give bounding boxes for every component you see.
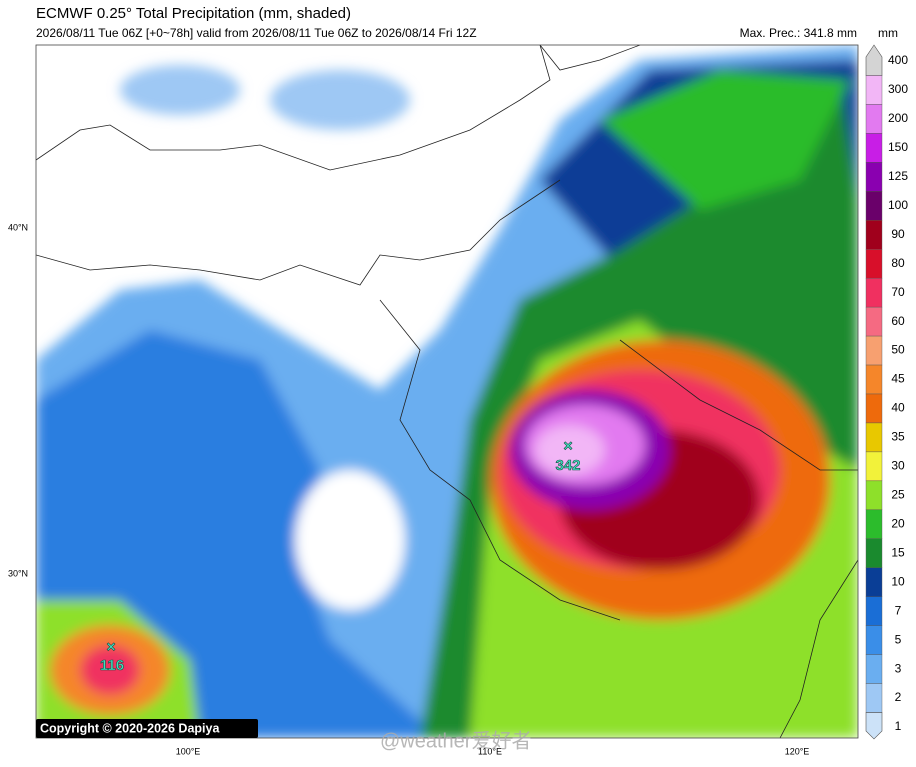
- map: [36, 45, 858, 738]
- colorbar-label: 5: [895, 632, 902, 646]
- colorbar-label: 60: [891, 314, 905, 328]
- colorbar-label: 50: [891, 343, 905, 357]
- colorbar-band: [865, 393, 883, 424]
- colorbar-label: 45: [891, 372, 905, 386]
- colorbar-band: [865, 422, 883, 453]
- colorbar-band: [865, 480, 883, 511]
- colorbar-band: [865, 249, 883, 279]
- colorbar-band: [865, 162, 883, 192]
- colorbar-band: [865, 75, 883, 105]
- colorbar-label: 70: [891, 285, 905, 299]
- colorbar: 4003002001501251009080706050454035302520…: [865, 44, 908, 740]
- colorbar-label: 3: [895, 661, 902, 675]
- lon-label: 110°E: [478, 746, 502, 756]
- colorbar-label: 1: [895, 719, 902, 733]
- max-precipitation: Max. Prec.: 341.8 mm: [740, 26, 857, 40]
- colorbar-band: [865, 567, 883, 597]
- subtitle: 2026/08/11 Tue 06Z [+0~78h] valid from 2…: [36, 26, 477, 40]
- colorbar-label: 10: [891, 574, 905, 588]
- colorbar-band: [865, 133, 883, 163]
- colorbar-band: [865, 451, 883, 482]
- marker-cross: ×: [106, 639, 115, 656]
- colorbar-band: [865, 191, 883, 221]
- colorbar-label: 30: [891, 459, 905, 473]
- colorbar-band: [865, 683, 883, 713]
- title: ECMWF 0.25° Total Precipitation (mm, sha…: [36, 5, 351, 22]
- colorbar-label: 15: [891, 545, 905, 559]
- colorbar-label: 40: [891, 401, 905, 415]
- colorbar-label: 25: [891, 488, 905, 502]
- colorbar-label: 300: [888, 82, 908, 96]
- max-marker: × 342: [555, 438, 581, 474]
- colorbar-band: [865, 596, 883, 626]
- colorbar-band: [865, 335, 883, 366]
- precip-field: [36, 45, 858, 738]
- colorbar-label: 400: [888, 53, 908, 67]
- colorbar-label: 150: [888, 140, 908, 154]
- lat-label: 40°N: [8, 222, 28, 232]
- local-max-marker: × 116: [100, 639, 125, 674]
- colorbar-label: 200: [888, 111, 908, 125]
- colorbar-unit: mm: [878, 26, 898, 40]
- colorbar-label: 2: [895, 690, 902, 704]
- colorbar-band: [865, 306, 883, 337]
- colorbar-cap: [865, 44, 883, 76]
- colorbar-band: [865, 509, 883, 539]
- colorbar-band: [865, 104, 883, 134]
- lon-label: 120°E: [785, 746, 810, 756]
- colorbar-cap: [865, 712, 883, 740]
- colorbar-band: [865, 654, 883, 684]
- map-frame: [35, 44, 859, 739]
- borders: [36, 45, 858, 738]
- colorbar-label: 35: [891, 430, 905, 444]
- colorbar-label: 7: [895, 603, 902, 617]
- copyright-box: [36, 719, 258, 738]
- marker-cross: ×: [563, 438, 572, 455]
- colorbar-label: 90: [891, 227, 905, 241]
- marker-label: 116: [100, 657, 124, 674]
- watermark: @weather爱好者: [380, 729, 531, 752]
- colorbar-band: [865, 538, 883, 568]
- colorbar-band: [865, 277, 883, 308]
- lat-label: 30°N: [8, 568, 28, 578]
- colorbar-label: 100: [888, 198, 908, 212]
- colorbar-label: 20: [891, 516, 905, 530]
- colorbar-band: [865, 364, 883, 395]
- lon-label: 100°E: [176, 746, 201, 756]
- colorbar-label: 80: [891, 256, 905, 270]
- marker-label: 342: [555, 457, 580, 474]
- copyright: Copyright © 2020-2026 Dapiya: [40, 721, 220, 735]
- colorbar-label: 125: [888, 169, 908, 183]
- colorbar-band: [865, 220, 883, 250]
- colorbar-band: [865, 625, 883, 655]
